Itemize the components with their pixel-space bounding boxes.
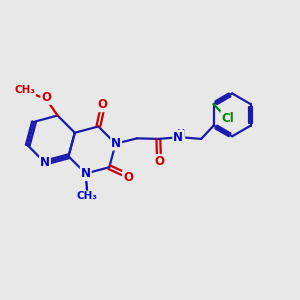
Text: N: N xyxy=(111,136,121,150)
Text: O: O xyxy=(123,170,133,184)
Text: CH₃: CH₃ xyxy=(77,191,98,201)
Text: O: O xyxy=(98,98,108,111)
Text: N: N xyxy=(40,156,50,169)
Text: O: O xyxy=(41,91,51,104)
Text: O: O xyxy=(154,155,164,168)
Text: Cl: Cl xyxy=(221,112,234,125)
Text: H: H xyxy=(176,129,184,139)
Text: CH₃: CH₃ xyxy=(14,85,35,95)
Text: N: N xyxy=(81,167,91,180)
Text: N: N xyxy=(173,131,183,144)
